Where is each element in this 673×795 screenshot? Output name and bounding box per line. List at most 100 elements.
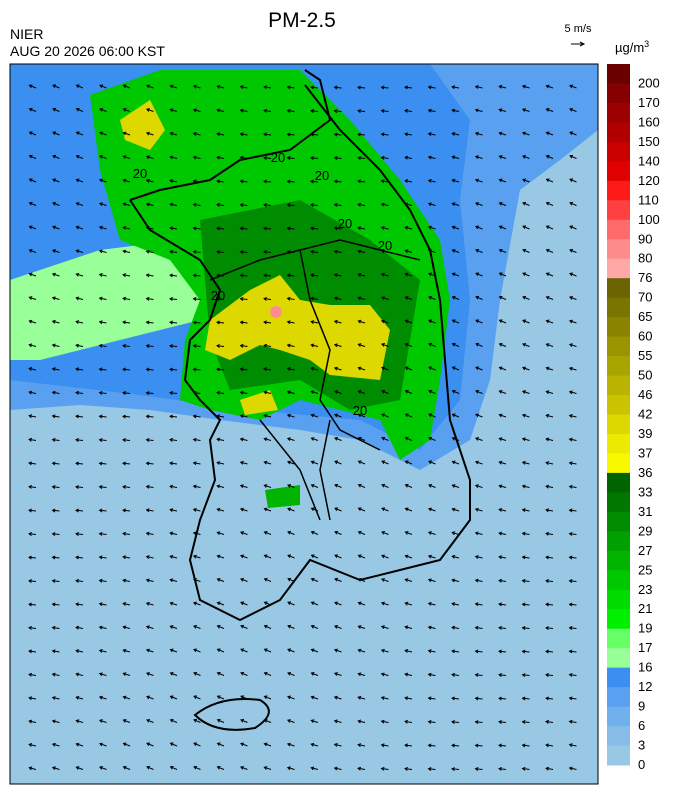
wind-arrow [404, 483, 413, 488]
wind-arrow [28, 366, 37, 371]
wind-arrow [569, 225, 577, 230]
wind-arrow [451, 319, 460, 324]
wind-arrow [521, 696, 530, 701]
wind-arrow [145, 391, 154, 395]
wind-arrow [287, 624, 295, 629]
wind-arrow [51, 437, 60, 442]
wind-arrow [404, 132, 413, 137]
wind-arrow [451, 767, 460, 771]
wind-arrow [568, 649, 577, 654]
colorbar-label: 19 [638, 621, 652, 636]
wind-arrow [451, 672, 460, 677]
wind-arrow [568, 672, 577, 677]
wind-arrow [569, 84, 577, 89]
wind-arrow [169, 695, 178, 700]
wind-arrow [240, 601, 248, 606]
wind-arrow [286, 108, 295, 113]
wind-arrow [216, 531, 225, 536]
wind-arrow [122, 719, 131, 723]
wind-arrow [427, 601, 436, 606]
wind-arrow [98, 367, 107, 372]
wind-arrow [380, 249, 389, 254]
colorbar-label: 9 [638, 699, 645, 714]
wind-arrow [75, 84, 84, 89]
wind-arrow [145, 202, 154, 207]
wind-arrow [427, 719, 436, 724]
wind-arrow [122, 531, 131, 536]
wind-arrow [98, 578, 107, 583]
wind-arrow [498, 295, 507, 300]
wind-arrow [357, 672, 366, 677]
wind-arrow [28, 508, 37, 513]
wind-arrow [98, 296, 107, 301]
wind-arrow [357, 249, 366, 254]
wind-arrow [474, 720, 483, 724]
wind-arrow [286, 437, 295, 441]
wind-arrow [357, 179, 366, 184]
wind-arrow [286, 367, 295, 371]
wind-arrow [521, 578, 530, 583]
wind-arrow [381, 507, 389, 512]
wind-arrow [333, 742, 342, 747]
wind-arrow [145, 273, 154, 278]
wind-arrow [498, 108, 507, 113]
wind-arrow [239, 297, 248, 301]
wind-arrow [98, 249, 107, 254]
wind-arrow [51, 649, 60, 654]
wind-arrow [98, 625, 107, 630]
wind-arrow [357, 155, 366, 160]
wind-arrow [357, 109, 366, 113]
colorbar-label: 27 [638, 543, 652, 558]
wind-arrow [404, 719, 413, 724]
wind-arrow [169, 671, 178, 676]
wind-arrow [310, 766, 319, 771]
wind-arrow [75, 578, 84, 583]
colorbar-label: 150 [638, 134, 660, 149]
contour-label: 20 [271, 150, 285, 165]
wind-arrow [451, 720, 460, 724]
wind-arrow [451, 554, 460, 559]
wind-arrow [286, 742, 295, 747]
wind-arrow [51, 696, 60, 700]
wind-arrow [428, 389, 436, 394]
wind-arrow [427, 225, 436, 230]
wind-arrow [75, 532, 84, 536]
yellow-patch [120, 100, 278, 415]
wind-arrow [28, 201, 37, 206]
wind-arrow [169, 484, 178, 489]
wind-arrow [146, 718, 154, 723]
wind-arrow [51, 319, 60, 324]
wind-arrow [380, 272, 389, 277]
wind-arrow [52, 107, 60, 112]
wind-arrow [569, 178, 577, 183]
contour-label: 20 [211, 288, 225, 303]
wind-arrow [310, 390, 319, 395]
wind-arrow [451, 649, 460, 654]
wind-arrow [192, 390, 201, 395]
wind-arrow [545, 508, 554, 513]
wind-arrow [286, 273, 295, 278]
wind-arrow [381, 436, 389, 441]
wind-arrow [380, 625, 389, 630]
colorbar-label: 31 [638, 504, 652, 519]
wind-arrow [51, 719, 60, 724]
wind-arrow [240, 718, 248, 723]
wind-arrow [239, 507, 248, 512]
colorbar-label: 100 [638, 212, 660, 227]
wind-arrow [569, 131, 577, 136]
wind-arrow [51, 579, 60, 583]
wind-arrow [192, 554, 201, 559]
wind-arrow [51, 461, 60, 466]
colorbar-block [607, 83, 630, 104]
wind-arrow [52, 178, 60, 183]
wind-arrow [522, 366, 530, 371]
colorbar-label: 29 [638, 523, 652, 538]
wind-arrow [192, 273, 201, 278]
wind-arrow [51, 296, 60, 301]
wind-arrow [263, 155, 272, 160]
wind-arrow [568, 414, 577, 418]
wind-arrow [99, 155, 107, 159]
wind-arrow [263, 601, 272, 606]
wind-arrow [216, 202, 225, 207]
colorbar-block [607, 433, 630, 454]
